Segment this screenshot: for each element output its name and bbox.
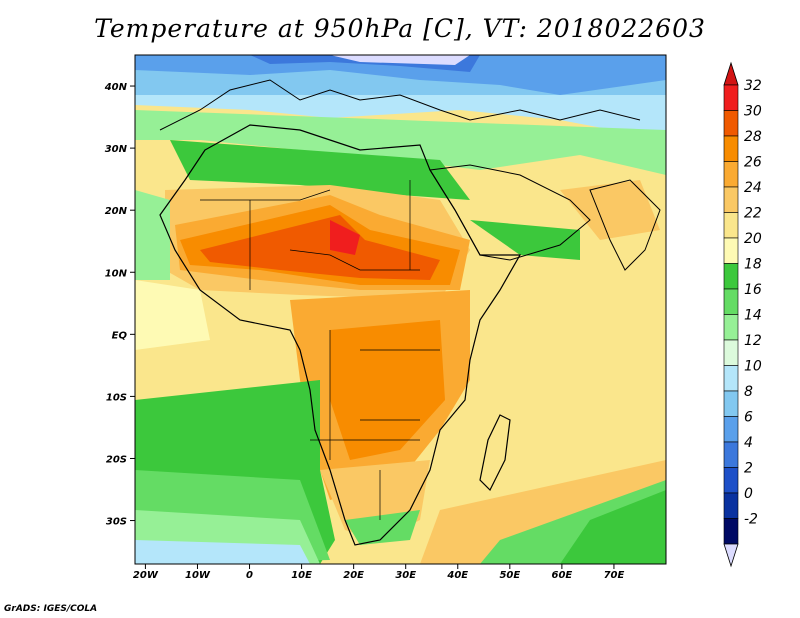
colorbar-swatch [723, 518, 739, 545]
colorbar-swatch [723, 339, 739, 366]
colorbar-swatch [723, 135, 739, 162]
colorbar-label: 18 [744, 257, 762, 273]
colorbar-label: 10 [744, 359, 762, 375]
colorbar-swatch [723, 84, 739, 111]
colorbar-swatch [723, 110, 739, 137]
colorbar-label: 14 [744, 308, 762, 324]
colorbar-label: 24 [744, 180, 762, 196]
colorbar-top-arrow [723, 61, 739, 86]
latitude-axis: 40N 30N 20N 10N EQ 10S 20S 30S [104, 82, 135, 528]
lon-tick-label: 20E [343, 570, 364, 581]
colorbar-label: 12 [744, 333, 762, 349]
india-coastline [589, 179, 661, 271]
colorbar-swatch [723, 161, 739, 188]
colorbar-swatch [723, 288, 739, 315]
lat-tick-label: 10N [105, 268, 128, 279]
lon-tick-label: 40E [446, 570, 468, 581]
colorbar-label: 32 [744, 78, 762, 94]
lon-tick-label: 10E [291, 570, 312, 581]
colorbar-swatch [723, 467, 739, 494]
colorbar-label: 28 [744, 129, 762, 145]
colorbar-swatch [723, 237, 739, 264]
colorbar-swatch [723, 263, 739, 290]
colorbar-swatch [723, 492, 739, 519]
colorbar-swatch [723, 390, 739, 417]
lat-tick-label: 40N [104, 82, 128, 93]
colorbar-label: 2 [744, 461, 753, 477]
lon-tick-label: 70E [604, 570, 625, 581]
colorbar-swatch [723, 441, 739, 468]
colorbar-label: 6 [744, 410, 753, 426]
plot-border [134, 54, 667, 565]
colorbar-label: -2 [744, 512, 758, 528]
colorbar-label: 16 [744, 282, 762, 298]
colorbar-label: 30 [744, 104, 762, 120]
lon-tick-label: 60E [552, 570, 573, 581]
temperature-field [135, 55, 666, 564]
map-title: Temperature at 950hPa [C], VT: 201802260… [94, 14, 706, 43]
lon-tick-label: 20W [133, 570, 159, 581]
colorbar-label: 0 [744, 486, 753, 502]
colorbar-label: 22 [744, 206, 762, 222]
longitude-axis: 20W 10W 0 10E 20E 30E 40E 50E 60E 70E [133, 564, 625, 581]
colorbar-swatch [723, 314, 739, 341]
africa-coastline [159, 124, 522, 546]
colorbar-bottom-arrow [723, 543, 739, 568]
lat-tick-label: 30N [105, 144, 128, 155]
lon-tick-label: 0 [246, 570, 253, 581]
lat-tick-label: 30S [106, 517, 127, 528]
colorbar-swatch [723, 365, 739, 392]
lon-tick-label: 30E [395, 570, 416, 581]
colorbar-label: 20 [744, 231, 762, 247]
colorbar-swatch [723, 186, 739, 213]
colorbar-swatch [723, 416, 739, 443]
colorbar-label: 8 [744, 384, 753, 400]
lat-tick-label: 20N [105, 206, 128, 217]
colorbar-swatch [723, 212, 739, 239]
lon-tick-label: 50E [499, 570, 520, 581]
lat-tick-label: 10S [106, 392, 127, 403]
europe-coastline [159, 79, 641, 131]
lon-tick-label: 10W [185, 570, 211, 581]
country-borders [200, 180, 440, 520]
arabia-coastline [429, 164, 591, 261]
lat-tick-label: 20S [106, 454, 127, 465]
colorbar-label: 26 [744, 155, 762, 171]
grads-credit: GrADS: IGES/COLA [4, 604, 98, 614]
madagascar-coastline [479, 414, 511, 492]
colorbar-label: 4 [744, 435, 753, 451]
lat-tick-label: EQ [112, 330, 128, 341]
